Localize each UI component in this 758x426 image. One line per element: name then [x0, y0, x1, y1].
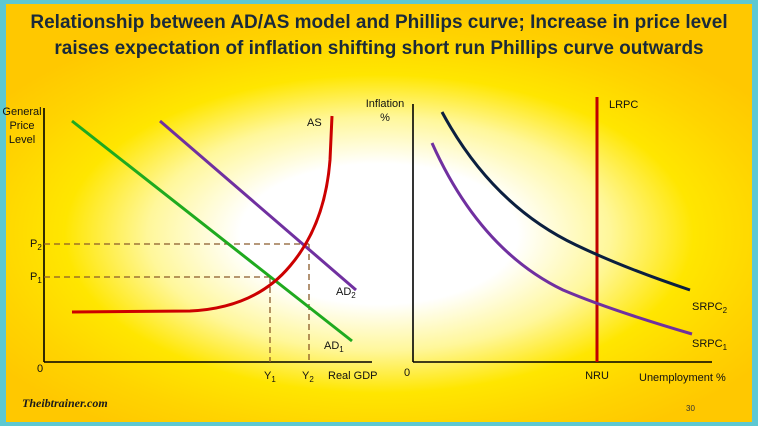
svg-text:Price: Price — [9, 120, 34, 132]
y2-label: Y2 — [302, 370, 314, 384]
nru-label: NRU — [585, 370, 609, 382]
left-x-axis-label: Real GDP — [328, 370, 378, 382]
ad1-curve — [71, 119, 353, 343]
ad2-label: AD2 — [336, 286, 356, 300]
left-y-axis-label: General Price Level — [2, 106, 41, 146]
as-curve — [71, 115, 334, 314]
ad1-label: AD1 — [324, 340, 344, 354]
svg-text:Inflation: Inflation — [366, 98, 405, 110]
brand-logo: Theibtrainer.com — [22, 396, 108, 410]
p2-label: P2 — [30, 238, 42, 252]
right-x-axis-label: Unemployment % — [639, 372, 726, 384]
slide: Relationship between AD/AS model and Phi… — [6, 4, 752, 422]
left-axes — [43, 108, 372, 363]
srpc1-curve — [430, 142, 693, 336]
p1-label: P1 — [30, 271, 42, 285]
left-guides — [44, 243, 310, 362]
srpc1-label: SRPC1 — [692, 338, 728, 352]
right-origin: 0 — [404, 367, 410, 379]
left-origin: 0 — [37, 363, 43, 375]
title-line-1: Relationship between AD/AS model and Phi… — [30, 12, 728, 33]
srpc2-curve — [440, 111, 691, 292]
page-number: 30 — [686, 404, 695, 413]
lrpc-label: LRPC — [609, 99, 638, 111]
svg-text:%: % — [380, 112, 390, 124]
right-axes — [412, 104, 712, 363]
y1-label: Y1 — [264, 370, 276, 384]
svg-text:Level: Level — [9, 134, 35, 146]
srpc2-label: SRPC2 — [692, 301, 728, 315]
ad2-curve — [159, 119, 357, 292]
title-line-2: raises expectation of inflation shifting… — [54, 38, 704, 59]
right-y-axis-label: Inflation % — [366, 98, 405, 124]
slide-title: Relationship between AD/AS model and Phi… — [6, 10, 752, 62]
svg-text:General: General — [2, 106, 41, 118]
as-label: AS — [307, 117, 322, 129]
